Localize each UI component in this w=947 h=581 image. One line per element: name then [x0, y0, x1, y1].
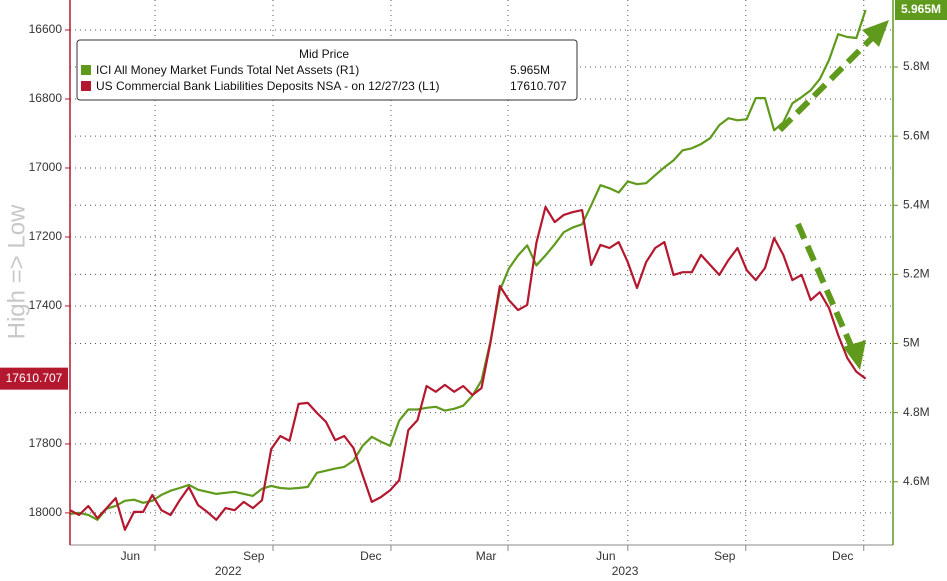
legend-box: [76, 39, 578, 101]
x-tick-label: Sep: [714, 549, 736, 563]
x-tick-label: Dec: [832, 549, 853, 563]
y2-tick-label: 4.8M: [903, 405, 930, 419]
value-tag: [895, 0, 947, 21]
x-tick-label: Mar: [476, 549, 497, 563]
y-tick-label: 17400: [29, 298, 63, 312]
y-tick-label: 17200: [29, 229, 63, 243]
y2-tick-label: 5.2M: [903, 267, 930, 281]
legend-swatch: [81, 81, 91, 91]
series-line: [69, 9, 867, 521]
x-tick-label: Dec: [360, 549, 381, 563]
legend-label: US Commercial Bank Liabilities Deposits …: [96, 79, 440, 93]
y2-tick-label: 5M: [903, 336, 920, 350]
legend-value: 5.965M: [510, 63, 550, 77]
annotation-arrows: [777, 20, 889, 370]
y-tick-label: 17800: [29, 436, 63, 450]
legend-title: Mid Price: [299, 47, 349, 61]
y-tick-label: 18000: [29, 505, 63, 519]
x-year-label: 2023: [612, 564, 639, 578]
y-tick-label: 17000: [29, 160, 63, 174]
y2-tick-label: 5.6M: [903, 128, 930, 142]
legend: Mid Price ICI All Money Market Funds Tot…: [76, 39, 578, 101]
x-year-label: 2022: [215, 564, 242, 578]
value-tag-label: 17610.707: [6, 371, 63, 385]
y-tick-label: 16600: [29, 22, 63, 36]
y2-tick-label: 4.6M: [903, 474, 930, 488]
arrow-head: [843, 340, 866, 370]
value-tag: [0, 367, 68, 390]
legend-label: ICI All Money Market Funds Total Net Ass…: [96, 63, 359, 77]
x-tick-label: Jun: [596, 549, 615, 563]
legend-value: 17610.707: [510, 79, 567, 93]
x-tick-label: Jun: [121, 549, 140, 563]
y2-tick-label: 5.4M: [903, 197, 930, 211]
arrow-head: [862, 20, 889, 47]
value-tag-label: 5.965M: [901, 2, 941, 16]
series-line: [69, 205, 867, 531]
y2-tick-label: 5.8M: [903, 59, 930, 73]
x-tick-label: Sep: [243, 549, 265, 563]
arrow-up: [777, 35, 875, 133]
y-tick-label: 16800: [29, 91, 63, 105]
axis-note: High => Low: [3, 204, 30, 339]
lines: [69, 9, 867, 531]
legend-swatch: [81, 65, 91, 75]
